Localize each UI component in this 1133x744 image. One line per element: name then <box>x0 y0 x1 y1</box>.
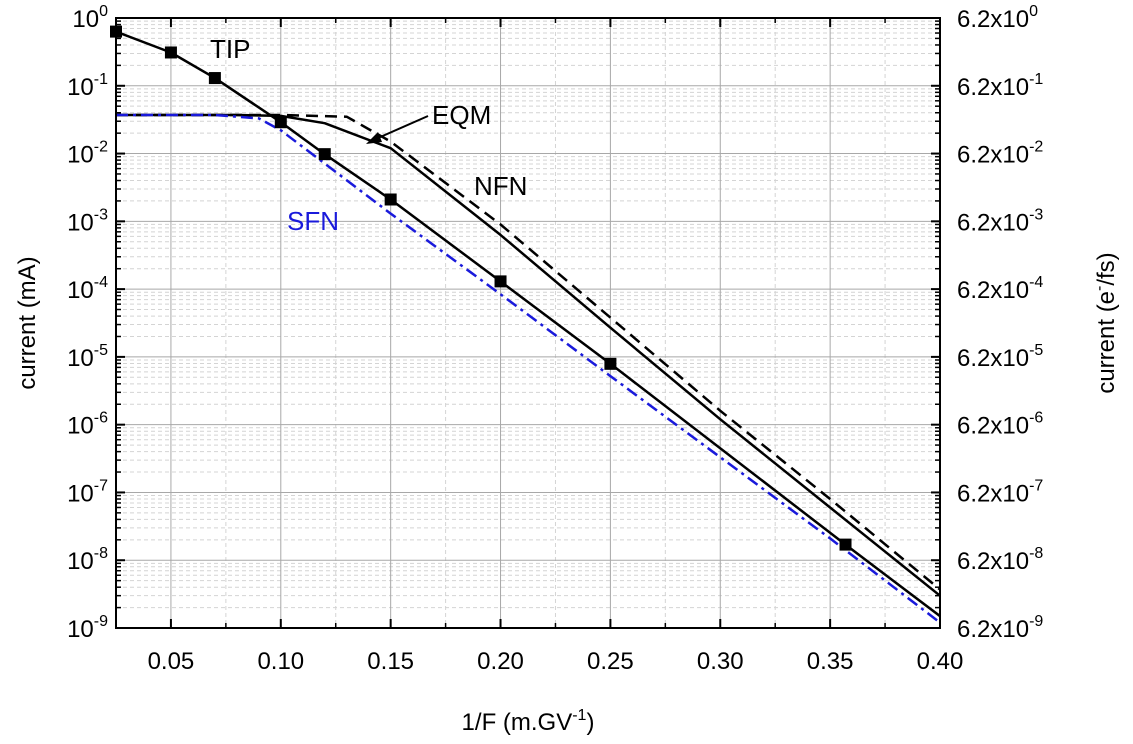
y-tick-label-left: 10-1 <box>67 71 108 101</box>
y-tick-label-right: 6.2x10-8 <box>957 545 1043 575</box>
y-tick-label-left: 10-3 <box>67 206 108 236</box>
x-tick-label: 0.10 <box>257 648 304 675</box>
y-tick-label-right: 6.2x10-3 <box>957 206 1043 236</box>
data-point-tip <box>274 116 287 129</box>
y-tick-label-left: 10-7 <box>67 477 108 507</box>
annotation-nfn: NFN <box>474 171 527 201</box>
marker-layer <box>110 25 852 551</box>
x-tick-label: 0.30 <box>697 648 744 675</box>
y-tick-label-left: 10-4 <box>67 274 108 304</box>
axes <box>116 17 941 629</box>
y-tick-label-right: 6.2x10-7 <box>957 477 1043 507</box>
y-tick-label-left: 10-8 <box>67 545 108 575</box>
annotation-eqm-arrow <box>377 115 429 139</box>
y-tick-label-left: 100 <box>72 3 108 33</box>
series-line-sfn <box>116 113 940 624</box>
data-point-tip <box>384 193 397 206</box>
x-tick-label: 0.40 <box>917 648 964 675</box>
data-point-tip <box>318 148 331 161</box>
y-tick-label-right: 6.2x10-4 <box>957 274 1043 304</box>
x-tick-label: 0.25 <box>587 648 634 675</box>
y-tick-label-right: 6.2x10-9 <box>957 613 1043 643</box>
x-tick-label: 0.05 <box>148 648 195 675</box>
y-tick-label-left: 10-9 <box>67 613 108 643</box>
x-tick-label: 0.15 <box>367 648 414 675</box>
y-tick-label-right: 6.2x100 <box>957 3 1038 33</box>
plot-frame <box>115 17 941 629</box>
x-tick-label: 0.35 <box>807 648 854 675</box>
grid <box>116 17 941 629</box>
data-point-tip <box>494 275 507 288</box>
y-tick-label-right: 6.2x10-2 <box>957 139 1043 169</box>
annotation-tip: TIP <box>210 34 250 64</box>
y-tick-label-left: 10-5 <box>67 342 108 372</box>
series-line-tip <box>116 30 940 618</box>
tick-labels: 100 6.2x100 10-1 6.2x10-1 10-2 6.2x10-2 10-3 6.… <box>67 3 1043 675</box>
data-point-tip <box>164 46 177 59</box>
data-point-tip <box>604 357 617 370</box>
data-point-tip <box>839 538 852 551</box>
y-tick-label-right: 6.2x10-1 <box>957 71 1043 101</box>
data-point-tip <box>208 72 221 85</box>
y-tick-label-left: 10-6 <box>67 410 108 440</box>
y-tick-label-right: 6.2x10-5 <box>957 342 1043 372</box>
annotation-sfn: SFN <box>287 206 339 236</box>
annotation-eqm-arrowhead <box>366 132 382 144</box>
series-line-nfn <box>116 113 940 591</box>
y-axis-title-right: current (e-/fs) <box>1091 252 1120 393</box>
y-tick-label-left: 10-2 <box>67 139 108 169</box>
annotation-eqm: EQM <box>432 100 491 130</box>
y-tick-label-right: 6.2x10-6 <box>957 410 1043 440</box>
y-axis-title-left: current (mA) <box>14 256 41 389</box>
annotations: TIP EQM NFN SFN <box>210 34 527 236</box>
x-tick-label: 0.20 <box>477 648 524 675</box>
x-axis-title: 1/F (m.GV-1) <box>462 707 595 736</box>
series-layer <box>116 30 940 624</box>
